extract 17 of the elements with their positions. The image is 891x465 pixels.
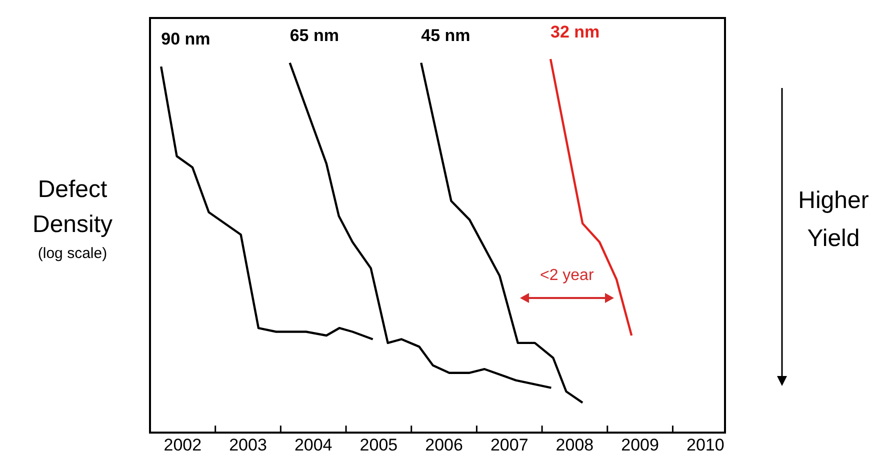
y-axis-title: Defect Density [31,175,114,240]
text: Higher Yield [797,186,870,254]
series-label: 90 nm [161,30,210,49]
annotation: <2 year [540,266,594,284]
x-tick-label: 2003 [229,435,267,454]
x-tick-label: 2007 [490,435,528,454]
x-tick-label: 2010 [686,435,724,454]
x-tick-label: 2005 [360,435,398,454]
series-label: 65 nm [290,26,339,46]
x-tick-label: 2008 [556,435,594,454]
x-tick-label: 2009 [621,435,659,454]
series-label: 32 nm [550,22,600,42]
series-label: 45 nm [421,26,470,46]
text: (log scale) [36,244,108,264]
x-tick-label: 2002 [164,435,202,454]
x-tick-label: 2006 [425,435,463,454]
x-tick-label: 2004 [294,435,332,454]
